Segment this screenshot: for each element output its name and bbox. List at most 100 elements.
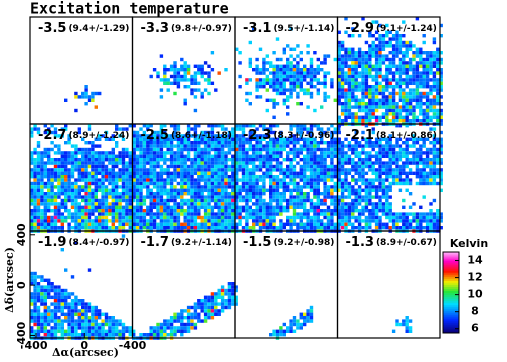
map-pixel [303, 141, 306, 144]
panel-note: (8.6+/-1.18) [171, 131, 232, 141]
map-pixel [385, 185, 388, 188]
map-pixel [276, 158, 279, 161]
map-pixel [74, 158, 77, 161]
map-pixel [406, 155, 409, 158]
map-pixel [242, 165, 245, 168]
map-pixel [289, 192, 292, 195]
map-pixel [306, 75, 309, 78]
map-pixel [146, 189, 149, 192]
map-pixel [173, 192, 176, 195]
map-pixel [375, 44, 378, 47]
map-pixel [378, 172, 381, 175]
map-pixel [429, 141, 432, 144]
map-pixel [170, 178, 173, 181]
map-pixel [108, 151, 111, 154]
map-pixel [125, 165, 128, 168]
map-pixel [37, 285, 40, 288]
map-pixel [279, 82, 282, 85]
map-pixel [170, 189, 173, 192]
map-pixel [351, 92, 354, 95]
map-pixel [429, 109, 432, 112]
map-pixel [426, 61, 429, 64]
map-pixel [224, 202, 227, 205]
map-pixel [167, 178, 170, 181]
map-pixel [436, 158, 439, 161]
map-pixel [187, 65, 190, 68]
map-pixel [392, 34, 395, 37]
map-pixel [355, 61, 358, 64]
map-pixel [300, 158, 303, 161]
map-pixel [361, 88, 364, 91]
map-pixel [402, 41, 405, 44]
map-pixel [351, 65, 354, 68]
map-pixel [344, 112, 347, 115]
map-pixel [108, 326, 111, 329]
map-pixel [160, 182, 163, 185]
map-pixel [214, 165, 217, 168]
map-pixel [37, 165, 40, 168]
map-pixel [300, 78, 303, 81]
map-pixel [361, 161, 364, 164]
map-pixel [419, 155, 422, 158]
map-pixel [160, 158, 163, 161]
map-pixel [118, 226, 121, 229]
map-pixel [389, 182, 392, 185]
map-pixel [221, 172, 224, 175]
map-pixel [416, 105, 419, 108]
map-pixel [50, 316, 53, 319]
map-pixel [74, 226, 77, 229]
map-pixel [409, 192, 412, 195]
map-pixel [330, 82, 333, 85]
map-pixel [197, 141, 200, 144]
map-pixel [372, 116, 375, 119]
map-pixel [355, 75, 358, 78]
map-pixel [269, 165, 272, 168]
map-pixel [143, 182, 146, 185]
map-pixel [293, 209, 296, 212]
map-pixel [286, 189, 289, 192]
map-pixel [416, 226, 419, 229]
map-pixel [238, 51, 241, 54]
map-pixel [204, 148, 207, 151]
map-pixel [372, 168, 375, 171]
map-pixel [289, 182, 292, 185]
map-pixel [218, 151, 221, 154]
map-pixel [115, 182, 118, 185]
map-pixel [112, 168, 115, 171]
map-pixel [402, 148, 405, 151]
map-pixel [372, 41, 375, 44]
map-pixel [118, 199, 121, 202]
map-pixel [378, 148, 381, 151]
map-pixel [242, 182, 245, 185]
map-pixel [40, 161, 43, 164]
map-pixel [323, 158, 326, 161]
map-pixel [201, 168, 204, 171]
map-pixel [310, 206, 313, 209]
map-pixel [426, 102, 429, 105]
map-pixel [358, 58, 361, 61]
map-pixel [67, 323, 70, 326]
map-pixel [221, 189, 224, 192]
map-pixel [108, 158, 111, 161]
map-pixel [382, 88, 385, 91]
map-pixel [84, 178, 87, 181]
map-pixel [214, 161, 217, 164]
map-pixel [187, 78, 190, 81]
panel: -3.1(9.5+/-1.14) [235, 17, 340, 124]
map-pixel [153, 155, 156, 158]
map-pixel [372, 112, 375, 115]
map-pixel [392, 48, 395, 51]
map-pixel [320, 105, 323, 108]
map-pixel [64, 302, 67, 305]
map-pixel [436, 58, 439, 61]
map-pixel [187, 189, 190, 192]
map-pixel [78, 309, 81, 312]
map-pixel [361, 65, 364, 68]
map-pixel [355, 202, 358, 205]
map-pixel [259, 202, 262, 205]
map-pixel [351, 216, 354, 219]
map-pixel [242, 144, 245, 147]
velocity: -2.7 [38, 128, 66, 143]
map-pixel [98, 216, 101, 219]
panel: -1.5(9.2+/-0.98) [235, 231, 338, 340]
